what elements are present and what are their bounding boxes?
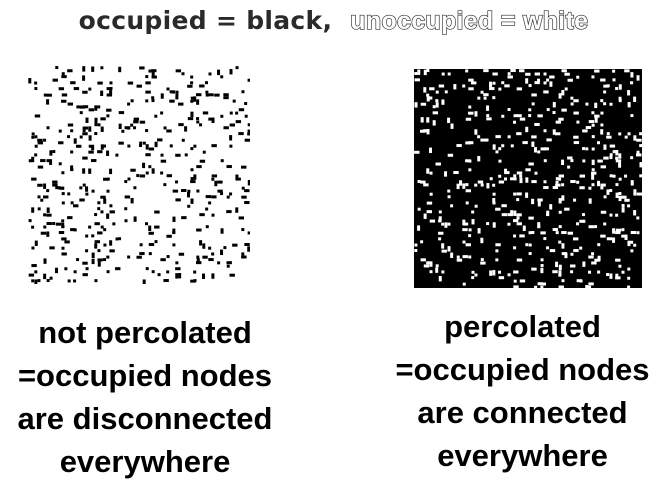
lattice-sites: [28, 66, 254, 285]
caption-line: =occupied nodes: [17, 358, 273, 393]
title-occupied-legend: occupied = black,: [78, 6, 333, 35]
not-percolated-caption: not percolated =occupied nodes are disco…: [0, 311, 290, 483]
lattice-sites: [414, 69, 645, 291]
caption-line: are connected: [417, 395, 628, 430]
percolated-caption: percolated =occupied nodes are connected…: [378, 305, 667, 477]
caption-line: not percolated: [38, 315, 252, 350]
caption-line: =occupied nodes: [395, 352, 650, 387]
not-percolated-lattice-image: [28, 66, 254, 285]
title-unoccupied-legend: unoccupied = white: [350, 6, 589, 35]
percolated-lattice-image: [414, 69, 645, 291]
caption-line: are disconnected: [17, 401, 273, 436]
caption-line: everywhere: [437, 438, 608, 473]
figure-title: occupied = black, unoccupied = white: [0, 6, 667, 36]
caption-line: everywhere: [59, 444, 231, 479]
not-percolated-lattice: [28, 66, 254, 285]
caption-line: percolated: [444, 309, 601, 344]
percolated-lattice: [414, 69, 645, 291]
